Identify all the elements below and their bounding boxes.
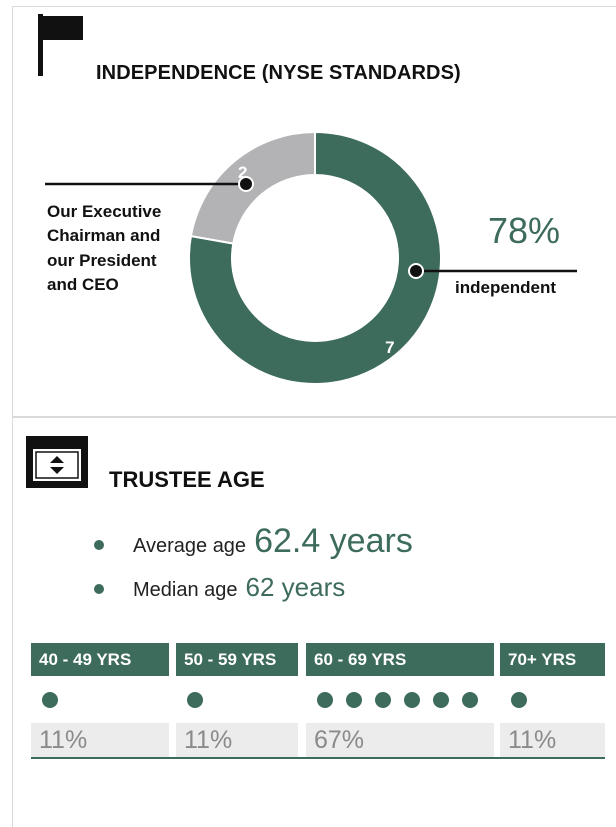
average-age-row: Average age 62.4 years [94,522,413,561]
age-range-percent: 11% [176,723,298,757]
non-independent-note: Our Executive Chairman and our President… [47,200,167,298]
age-range-header: 50 - 59 YRS [176,643,298,676]
trustee-age-title: TRUSTEE AGE [109,467,265,493]
bullet-icon [94,540,104,550]
trustee-dot [404,692,420,708]
trustee-dot [187,692,203,708]
age-column: 40 - 49 YRS 11% [31,643,169,757]
donut-value-label: 7 [385,338,394,357]
age-range-header: 40 - 49 YRS [31,643,169,676]
median-age-value: 62 years [246,572,346,603]
median-age-label: Median age [133,579,238,602]
trustee-dot [462,692,478,708]
trustee-dot [317,692,333,708]
age-range-percent: 11% [31,723,169,757]
age-range-percent: 67% [306,723,494,757]
trustee-dot [346,692,362,708]
trustee-dot [375,692,391,708]
age-column: 70+ YRS 11% [500,643,605,757]
bullet-icon [94,584,104,594]
trustee-dot [511,692,527,708]
age-range-header: 70+ YRS [500,643,605,676]
average-age-value: 62.4 years [254,522,413,561]
independent-label: independent [455,278,556,298]
age-range-header: 60 - 69 YRS [306,643,494,676]
median-age-row: Median age 62 years [94,572,345,603]
trustee-dot [42,692,58,708]
trustee-dot [433,692,449,708]
trustee-dots [31,676,169,723]
marker-dot-left [239,177,253,191]
average-age-label: Average age [133,535,246,558]
marker-dot-right [409,264,423,278]
age-range-percent: 11% [500,723,605,757]
age-chart-baseline [31,757,605,759]
calendar-icon [26,436,88,488]
age-column: 50 - 59 YRS 11% [176,643,298,757]
trustee-dots [306,676,494,723]
section-divider [12,416,616,418]
trustee-dots [500,676,605,723]
trustee-dots [176,676,298,723]
age-column: 60 - 69 YRS 67% [306,643,494,757]
independent-percent: 78% [488,210,560,252]
